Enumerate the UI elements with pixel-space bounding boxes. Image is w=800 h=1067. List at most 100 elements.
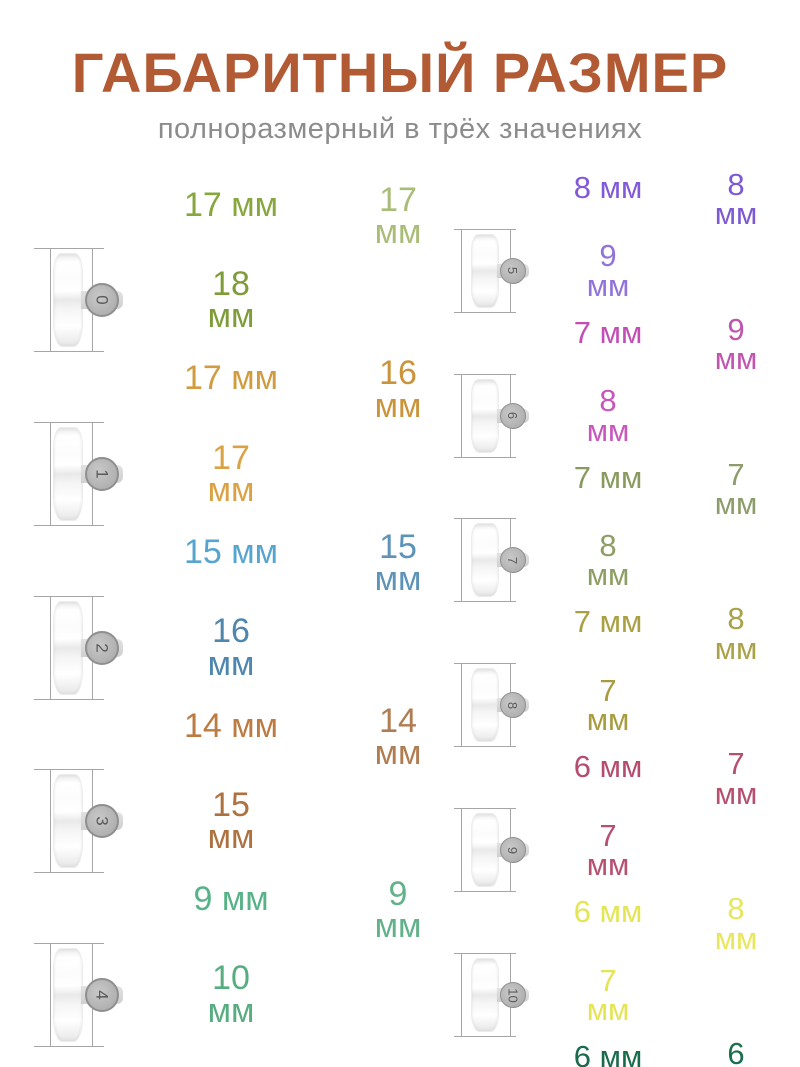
numbered-tab-icon: 5 bbox=[496, 257, 529, 284]
nail-tip-image: 9 bbox=[471, 813, 529, 888]
numbered-tab-icon: 1 bbox=[81, 456, 124, 491]
tip-number: 4 bbox=[93, 990, 113, 1000]
numbered-tab-icon: 6 bbox=[496, 402, 529, 429]
tip-number: 3 bbox=[93, 816, 113, 826]
tip-right-size-label: 10 мм bbox=[207, 959, 255, 1030]
left-dimension-line bbox=[50, 770, 52, 873]
left-dimension-line bbox=[460, 374, 462, 457]
tip-size-row: 14 мм 14 мм 3 15 мм bbox=[34, 701, 438, 874]
tip-size-row: 7 мм 8 мм 8 7 мм bbox=[454, 601, 772, 748]
tip-right-size-label: 7 мм bbox=[586, 672, 630, 738]
nail-tip-image: 6 bbox=[471, 378, 529, 453]
tip-top-width-label: 7 мм bbox=[573, 604, 643, 640]
tip-top-width-label: 8 мм bbox=[573, 169, 643, 205]
dimension-box: 9 bbox=[454, 808, 529, 893]
tip-number: 5 bbox=[505, 267, 521, 275]
tip-number: 8 bbox=[505, 701, 521, 709]
nail-tip-image: 3 bbox=[52, 774, 124, 869]
dimension-box: 1 bbox=[34, 421, 124, 526]
tip-left-size-label: 9 мм bbox=[374, 875, 422, 946]
tip-left-size-label: 16 мм bbox=[374, 354, 422, 425]
left-dimension-line bbox=[50, 943, 52, 1046]
tip-left-size-label: 6мм bbox=[727, 1036, 745, 1067]
numbered-tab-icon: 4 bbox=[81, 977, 124, 1012]
tip-left-size-label: 9 мм bbox=[714, 311, 758, 377]
tip-left-size-label: 8 мм bbox=[714, 891, 758, 956]
left-dimension-line bbox=[50, 596, 52, 699]
tip-top-width-label: 15 мм bbox=[183, 532, 279, 571]
tip-left-size-label: 8 мм bbox=[714, 166, 758, 232]
tip-right-size-label: 7 мм bbox=[586, 962, 630, 1028]
tip-top-width-label: 17 мм bbox=[183, 185, 279, 224]
numbered-tab-icon: 2 bbox=[81, 630, 124, 665]
tip-left-size-label: 15 мм bbox=[374, 527, 422, 599]
dimension-box: 0 bbox=[34, 248, 124, 353]
tip-left-size-label: 14 мм bbox=[374, 701, 422, 772]
tab-circle: 10 bbox=[499, 982, 526, 1009]
tab-circle: 1 bbox=[85, 456, 120, 491]
nail-tip-image: 2 bbox=[52, 600, 124, 695]
tip-size-row: 7 мм 9 мм 6 8 мм bbox=[454, 311, 772, 458]
tip-number: 10 bbox=[505, 987, 521, 1003]
page-subtitle: полноразмерный в трёх значениях bbox=[157, 112, 643, 145]
tip-right-size-label: 17 мм bbox=[207, 438, 255, 509]
tip-top-width-label: 6 мм bbox=[573, 894, 643, 930]
tip-size-row: 6 мм 7 мм 9 7 мм bbox=[454, 746, 772, 893]
tip-right-size-label: 16 мм bbox=[207, 612, 255, 683]
tip-size-row: 6 мм 6мм 11 7мм bbox=[454, 1036, 772, 1067]
tab-circle: 9 bbox=[499, 837, 526, 864]
tip-top-width-label: 6 мм bbox=[573, 749, 643, 785]
tab-circle: 3 bbox=[85, 804, 120, 839]
left-dimension-line bbox=[50, 422, 52, 525]
tip-top-width-label: 17 мм bbox=[183, 359, 279, 398]
size-diagram-grid: 17 мм 17 мм 0 18 мм 17 мм 16 мм 1 bbox=[0, 146, 800, 1067]
tip-number: 7 bbox=[505, 556, 521, 565]
tip-right-size-label: 8 мм bbox=[586, 527, 630, 593]
numbered-tab-icon: 0 bbox=[81, 283, 124, 318]
tab-circle: 8 bbox=[499, 692, 526, 719]
tip-top-width-label: 14 мм bbox=[183, 706, 279, 745]
tip-left-size-label: 17 мм bbox=[374, 180, 422, 252]
tip-size-row: 7 мм 7 мм 7 8 мм bbox=[454, 458, 772, 603]
tip-size-row: 17 мм 16 мм 1 17 мм bbox=[34, 354, 438, 526]
left-dimension-line bbox=[460, 229, 462, 312]
tip-left-size-label: 8 мм bbox=[714, 601, 758, 666]
dimension-box: 3 bbox=[34, 769, 124, 874]
tab-circle: 2 bbox=[85, 630, 120, 665]
left-column: 17 мм 17 мм 0 18 мм 17 мм 16 мм 1 bbox=[34, 168, 438, 1052]
left-dimension-line bbox=[460, 809, 462, 892]
tip-right-size-label: 7 мм bbox=[586, 817, 630, 883]
left-dimension-line bbox=[460, 954, 462, 1037]
tab-circle: 4 bbox=[85, 977, 120, 1012]
page-title: ГАБАРИТНЫЙ РАЗМЕР bbox=[71, 41, 729, 104]
nail-tip-image: 4 bbox=[52, 947, 124, 1042]
numbered-tab-icon: 9 bbox=[496, 837, 529, 864]
tip-top-width-label: 6 мм bbox=[573, 1039, 643, 1067]
tip-number: 1 bbox=[93, 469, 113, 479]
tip-number: 0 bbox=[93, 295, 113, 306]
numbered-tab-icon: 10 bbox=[496, 982, 529, 1009]
tip-right-size-label: 15 мм bbox=[207, 785, 255, 857]
dimension-box: 7 bbox=[454, 518, 529, 603]
tip-top-width-label: 7 мм bbox=[573, 314, 643, 350]
tip-size-row: 15 мм 15 мм 2 16 мм bbox=[34, 527, 438, 700]
dimension-box: 6 bbox=[454, 373, 529, 458]
numbered-tab-icon: 3 bbox=[81, 804, 124, 839]
header: ГАБАРИТНЫЙ РАЗМЕР полноразмерный в трёх … bbox=[0, 0, 800, 146]
nail-tip-image: 8 bbox=[471, 668, 529, 743]
tip-size-row: 17 мм 17 мм 0 18 мм bbox=[34, 180, 438, 353]
tip-size-row: 8 мм 8 мм 5 9 мм bbox=[454, 166, 772, 313]
left-dimension-line bbox=[460, 519, 462, 602]
dimension-box: 5 bbox=[454, 228, 529, 313]
dimension-box: 4 bbox=[34, 942, 124, 1047]
left-dimension-line bbox=[50, 249, 52, 352]
numbered-tab-icon: 8 bbox=[496, 692, 529, 719]
tip-right-size-label: 9 мм bbox=[586, 238, 630, 303]
tip-number: 2 bbox=[93, 642, 113, 653]
numbered-tab-icon: 7 bbox=[496, 547, 529, 574]
nail-tip-image: 5 bbox=[471, 233, 529, 308]
tip-left-size-label: 7 мм bbox=[714, 746, 758, 811]
tab-circle: 0 bbox=[85, 283, 120, 318]
nail-tip-image: 7 bbox=[471, 523, 529, 598]
